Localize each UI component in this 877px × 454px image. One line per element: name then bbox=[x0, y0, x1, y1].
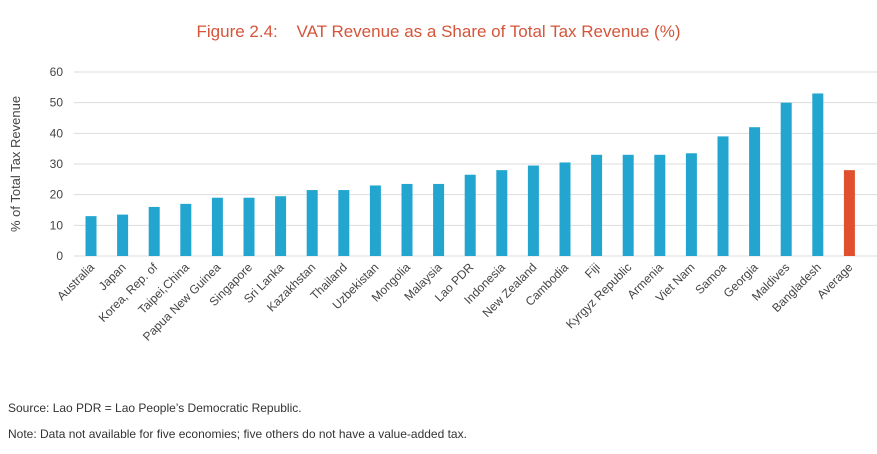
bar bbox=[812, 93, 824, 256]
bar bbox=[243, 197, 255, 256]
bar-chart: 0 10 20 30 40 50 60 % of Total Tax Revenue Austr… bbox=[8, 65, 877, 344]
bar bbox=[654, 154, 666, 256]
bar bbox=[180, 203, 192, 256]
y-tick-label: 40 bbox=[50, 126, 64, 140]
bar bbox=[464, 174, 476, 256]
bar bbox=[401, 183, 413, 256]
bar bbox=[148, 206, 160, 256]
bar bbox=[591, 154, 603, 256]
x-tick-label: Australia bbox=[54, 260, 97, 303]
bar bbox=[559, 162, 571, 256]
y-tick-label: 0 bbox=[56, 249, 63, 263]
y-tick-label: 10 bbox=[50, 218, 64, 232]
bar bbox=[369, 185, 381, 256]
chart-title-row: Figure 2.4: VAT Revenue as a Share of To… bbox=[0, 22, 877, 42]
y-tick-label: 30 bbox=[50, 157, 64, 171]
y-axis-label: % of Total Tax Revenue bbox=[8, 96, 23, 232]
bar bbox=[433, 183, 445, 256]
x-tick-label: Fiji bbox=[582, 260, 603, 281]
figure-label: Figure 2.4: bbox=[196, 22, 278, 41]
y-tick-label: 50 bbox=[50, 96, 64, 110]
chart-title: VAT Revenue as a Share of Total Tax Reve… bbox=[296, 22, 681, 41]
bar bbox=[211, 197, 223, 256]
footnote: Note: Data not available for five econom… bbox=[8, 427, 467, 441]
y-tick-label: 20 bbox=[50, 188, 64, 202]
bar bbox=[843, 170, 855, 256]
bar bbox=[338, 190, 350, 256]
bar bbox=[527, 165, 539, 256]
bar bbox=[622, 154, 634, 256]
bar bbox=[717, 136, 729, 256]
bar bbox=[780, 102, 792, 257]
bar bbox=[306, 190, 318, 256]
source-note: Source: Lao PDR = Lao People’s Democrati… bbox=[8, 401, 302, 415]
bar bbox=[749, 127, 761, 256]
bar bbox=[496, 170, 508, 256]
bar bbox=[685, 153, 697, 256]
bar bbox=[117, 214, 129, 256]
y-tick-label: 60 bbox=[50, 65, 64, 79]
x-tick-label: Average bbox=[814, 260, 856, 302]
bar bbox=[275, 196, 287, 256]
bar bbox=[85, 216, 97, 256]
